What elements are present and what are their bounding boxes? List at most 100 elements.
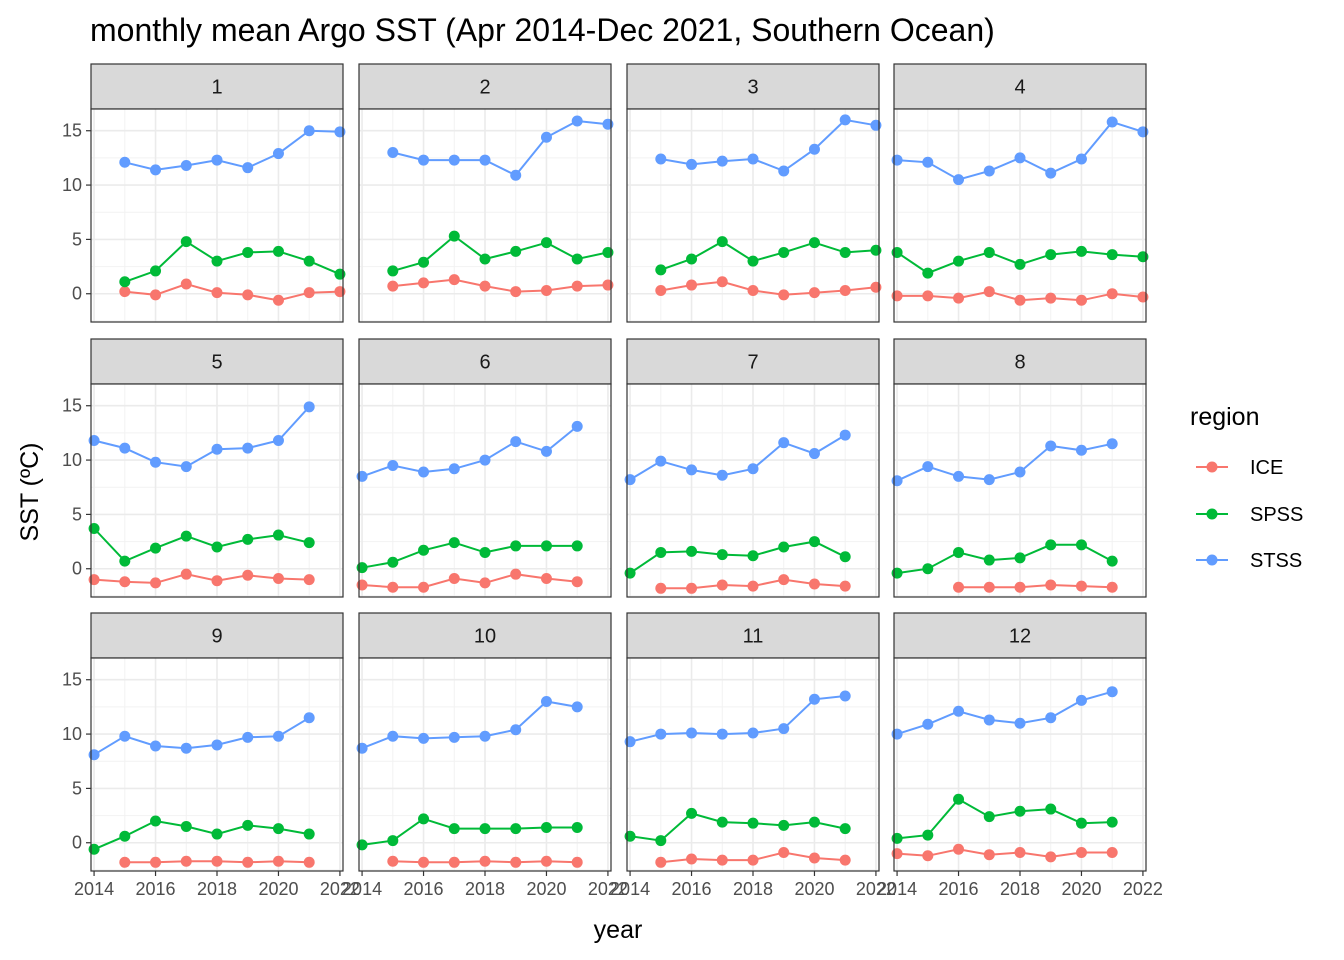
series-spss [88, 815, 315, 855]
data-point-spss [88, 843, 100, 855]
data-point-spss [479, 546, 491, 558]
data-point-stss [387, 730, 399, 742]
data-point-stss [211, 739, 223, 751]
data-point-spss [953, 546, 965, 558]
data-point-ice [1106, 847, 1118, 859]
x-tick-label: 2016 [136, 879, 176, 899]
series-spss [88, 523, 315, 567]
data-point-stss [88, 435, 100, 447]
data-point-spss [624, 567, 636, 579]
data-point-stss [540, 695, 552, 707]
series-spss [387, 230, 614, 277]
data-point-ice [242, 569, 254, 581]
facet-strip-label: 12 [1009, 626, 1031, 648]
data-point-stss [540, 131, 552, 143]
data-point-stss [1045, 167, 1057, 179]
data-point-ice [953, 581, 965, 593]
data-point-ice [150, 577, 162, 589]
facet-strip-label: 11 [743, 626, 764, 648]
series-stss [356, 420, 583, 482]
x-tick-label: 2016 [672, 879, 712, 899]
data-point-ice [983, 849, 995, 861]
data-point-spss [1045, 539, 1057, 551]
data-point-stss [356, 742, 368, 754]
data-point-stss [272, 148, 284, 160]
data-point-stss [1106, 116, 1118, 128]
data-point-ice [870, 281, 882, 293]
data-point-ice [716, 579, 728, 591]
panel-border [893, 108, 1147, 323]
data-point-spss [839, 823, 851, 835]
data-point-stss [747, 727, 759, 739]
data-point-spss [448, 823, 460, 835]
data-point-stss [655, 455, 667, 467]
panel-border [90, 383, 344, 598]
facet-panel-11: 11 2014 2016 2018 2020 2022 [610, 612, 896, 899]
data-point-stss [303, 712, 315, 724]
series-ice [655, 276, 882, 301]
data-point-stss [747, 463, 759, 475]
data-point-stss [1014, 717, 1026, 729]
data-point-stss [716, 155, 728, 167]
data-point-spss [808, 816, 820, 828]
data-point-stss [870, 119, 882, 131]
facet-strip-label: 5 [211, 352, 222, 374]
data-point-spss [808, 237, 820, 249]
data-point-stss [356, 470, 368, 482]
data-point-stss [778, 165, 790, 177]
data-point-spss [150, 265, 162, 277]
facet-strip [626, 63, 880, 110]
data-point-spss [983, 246, 995, 258]
series-stss [387, 115, 614, 181]
data-point-ice [272, 855, 284, 867]
data-point-stss [686, 464, 698, 476]
y-tick-label: 15 [62, 670, 82, 690]
data-point-stss [119, 442, 131, 454]
data-point-spss [1106, 249, 1118, 261]
data-point-spss [716, 816, 728, 828]
data-point-stss [242, 162, 254, 174]
series-stss [88, 712, 315, 761]
data-point-stss [922, 461, 934, 473]
data-point-stss [211, 443, 223, 455]
data-point-stss [624, 736, 636, 748]
data-point-spss [1045, 249, 1057, 261]
data-point-stss [953, 174, 965, 186]
series-stss [119, 125, 346, 176]
x-tick-label: 2014 [342, 879, 382, 899]
data-point-spss [1045, 803, 1057, 815]
series-spss [356, 813, 583, 851]
facet-strip [626, 338, 880, 385]
facet-strip-label: 6 [479, 352, 490, 374]
data-point-stss [922, 718, 934, 730]
data-point-ice [448, 573, 460, 585]
data-point-spss [870, 244, 882, 256]
data-point-stss [953, 705, 965, 717]
facet-strip [626, 612, 880, 659]
facet-strip-label: 3 [747, 77, 758, 99]
data-point-ice [510, 286, 522, 298]
y-tick-label: 15 [62, 396, 82, 416]
facet-strip-label: 7 [747, 352, 758, 374]
data-point-stss [510, 724, 522, 736]
series-ice [119, 855, 315, 868]
data-point-spss [119, 276, 131, 288]
data-point-ice [448, 274, 460, 286]
legend: region ICE SPSS STSS [1190, 403, 1303, 572]
data-point-ice [571, 576, 583, 588]
data-point-ice [356, 579, 368, 591]
data-point-stss [180, 742, 192, 754]
facet-strip [90, 612, 344, 659]
series-stss [655, 114, 882, 177]
data-point-spss [983, 554, 995, 566]
data-point-ice [808, 852, 820, 864]
data-point-spss [571, 253, 583, 265]
data-point-spss [778, 541, 790, 553]
data-point-spss [448, 230, 460, 242]
data-point-stss [655, 153, 667, 165]
data-point-ice [655, 856, 667, 868]
data-point-ice [686, 853, 698, 865]
data-point-ice [1045, 292, 1057, 304]
data-point-ice [418, 581, 430, 593]
series-line-spss [896, 798, 1113, 840]
